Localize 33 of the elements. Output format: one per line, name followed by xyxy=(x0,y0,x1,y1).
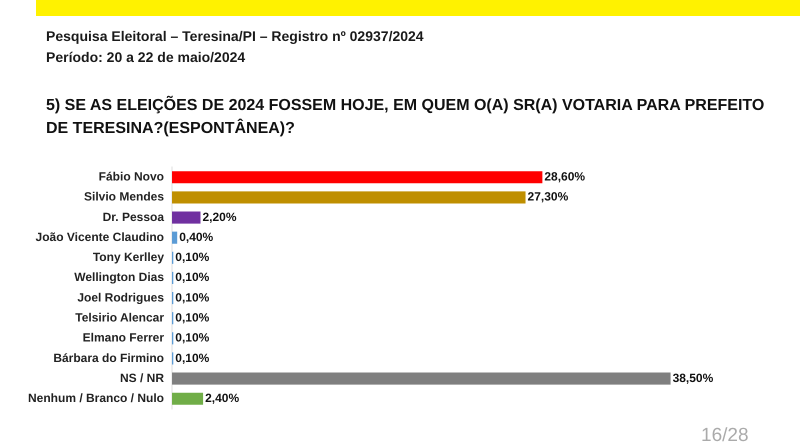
text: Período: 20 a 22 de maio/2024 xyxy=(46,49,246,65)
bar xyxy=(172,171,542,184)
data-label: 0,10% xyxy=(175,270,210,284)
y-tick-label: Dr. Pessoa xyxy=(102,210,164,224)
data-label: 2,40% xyxy=(205,391,240,406)
y-tick-label: Telsirio Alencar xyxy=(75,310,164,325)
y-tick-label: Silvio Mendes xyxy=(84,190,164,204)
y-tick-label: Fábio Novo xyxy=(98,170,164,184)
data-label: 2,20% xyxy=(202,210,237,224)
data-label: 0,10% xyxy=(175,250,210,264)
chart-title: 5) SE AS ELEIÇÕES DE 2024 FOSSEM HOJE, EM QUEM O(A) SR(A) VOTARIA PARA PREFEITO DE TERESINA?(ESPONTÂNEA)? xyxy=(46,94,766,139)
data-label: 38,50% xyxy=(672,370,714,385)
y-tick-label: Tony Kerlley xyxy=(92,250,164,264)
y-tick-label: Bárbara do Firmino xyxy=(53,350,164,365)
data-label: 0,10% xyxy=(175,350,210,365)
bar xyxy=(172,211,200,224)
chart-subtitle: Pesquisa Eleitoral – Teresina/PI – Registro nº 02937/2024 xyxy=(46,28,424,44)
data-label: 27,30% xyxy=(528,190,569,204)
data-label: 0,10% xyxy=(175,310,210,325)
y-tick-label: Nenhum / Branco / Nulo xyxy=(28,391,164,406)
text: 16/28 xyxy=(701,425,749,445)
y-tick-label: Joel Rodrigues xyxy=(77,290,164,304)
y-tick-label: NS / NR xyxy=(120,370,164,385)
data-label: 28,60% xyxy=(544,170,586,184)
data-label: 0,40% xyxy=(179,230,214,244)
bar xyxy=(172,372,671,385)
y-tick-label: Wellington Dias xyxy=(74,270,164,284)
bar xyxy=(172,191,526,204)
data-label: 0,10% xyxy=(175,290,210,304)
bar xyxy=(172,392,204,405)
y-tick-label: João Vicente Claudino xyxy=(36,230,164,244)
data-label: 0,10% xyxy=(175,330,210,345)
y-tick-label: Elmano Ferrer xyxy=(82,330,164,345)
